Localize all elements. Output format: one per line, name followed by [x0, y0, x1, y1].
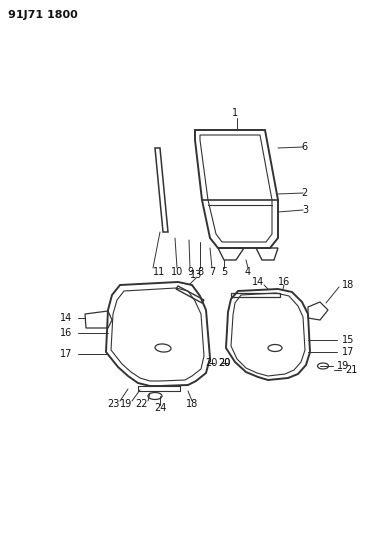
Text: 15: 15	[342, 335, 354, 345]
Text: 5: 5	[221, 267, 227, 277]
Text: 17: 17	[59, 349, 72, 359]
Text: 8: 8	[197, 267, 203, 277]
Text: 3: 3	[302, 205, 308, 215]
Text: 19: 19	[120, 399, 132, 409]
Text: 13: 13	[190, 270, 202, 280]
Text: 21: 21	[345, 365, 357, 375]
Text: 17: 17	[342, 347, 354, 357]
Text: 7: 7	[209, 267, 215, 277]
Text: 1: 1	[232, 108, 238, 118]
Text: 10: 10	[171, 267, 183, 277]
Text: 9: 9	[187, 267, 193, 277]
Text: 14: 14	[252, 277, 264, 287]
Text: 19: 19	[337, 361, 349, 371]
Text: 4: 4	[245, 267, 251, 277]
Text: 23: 23	[108, 399, 120, 409]
Text: 11: 11	[153, 267, 165, 277]
Text: 91J71 1800: 91J71 1800	[8, 10, 78, 20]
Text: 16: 16	[278, 277, 290, 287]
Text: 20: 20	[218, 358, 230, 368]
Text: 20: 20	[218, 358, 230, 368]
Text: 2: 2	[302, 188, 308, 198]
Text: 18: 18	[342, 280, 354, 290]
Text: 6: 6	[302, 142, 308, 152]
Text: 18: 18	[186, 399, 198, 409]
Text: 14: 14	[60, 313, 72, 323]
Text: 24: 24	[154, 403, 166, 413]
Text: 22: 22	[136, 399, 148, 409]
Text: 16: 16	[60, 328, 72, 338]
Text: 20: 20	[206, 358, 218, 368]
